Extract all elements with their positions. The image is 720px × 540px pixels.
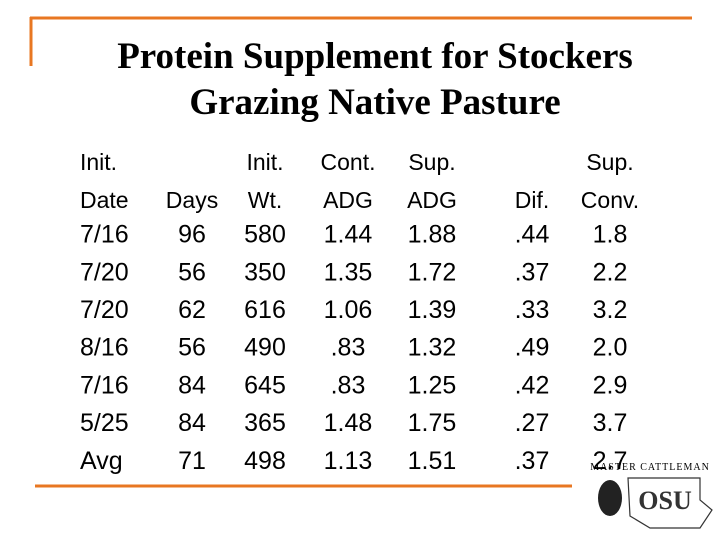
table-cell: .27 xyxy=(515,409,550,437)
table-cell: 1.32 xyxy=(408,334,457,362)
table-cell: .37 xyxy=(515,447,550,475)
table-cell: 84 xyxy=(178,371,206,399)
header-cell: Cont. xyxy=(321,149,376,175)
table-cell: Avg xyxy=(80,447,123,475)
table-cell: 498 xyxy=(244,447,286,475)
header-cell: Dif. xyxy=(515,187,550,213)
table-cell: 84 xyxy=(178,409,206,437)
header-cell: Init. xyxy=(80,149,117,175)
table-cell: 7/16 xyxy=(80,221,129,249)
table-cell: 616 xyxy=(244,296,286,324)
header-cell: Sup. xyxy=(408,149,455,175)
table-cell: 7/20 xyxy=(80,296,129,324)
table-cell: 3.7 xyxy=(593,409,628,437)
table-cell: 1.75 xyxy=(408,409,457,437)
table-cell: 7/16 xyxy=(80,371,129,399)
table-cell: 1.39 xyxy=(408,296,457,324)
table-cell: 56 xyxy=(178,334,206,362)
table-cell: 1.06 xyxy=(324,296,373,324)
header-cell: Wt. xyxy=(248,187,283,213)
table-cell: 580 xyxy=(244,221,286,249)
table-cell: 56 xyxy=(178,258,206,286)
table-cell: 2.2 xyxy=(593,258,628,286)
table-cell: 350 xyxy=(244,258,286,286)
table-cell: 5/25 xyxy=(80,409,129,437)
table-cell: 2.0 xyxy=(593,334,628,362)
table-cell: 1.8 xyxy=(593,221,628,249)
title-line: Protein Supplement for Stockers xyxy=(117,36,633,77)
table-cell: 1.48 xyxy=(324,409,373,437)
table-cell: .37 xyxy=(515,258,550,286)
logo-mark: OSU xyxy=(638,486,692,515)
header-cell: ADG xyxy=(407,187,457,213)
table-cell: 1.88 xyxy=(408,221,457,249)
header-cell: Days xyxy=(166,187,218,213)
table-cell: 1.35 xyxy=(324,258,373,286)
table-cell: .83 xyxy=(331,334,366,362)
table: Init. Date Days Init. Wt. Cont. ADG Sup. ADG Dif.… xyxy=(80,149,639,475)
logo-tagline: Master Cattleman xyxy=(590,462,710,473)
header-cell: Init. xyxy=(246,149,283,175)
header-cell: Date xyxy=(80,187,129,213)
table-cell: 1.72 xyxy=(408,258,457,286)
header-cell: ADG xyxy=(323,187,373,213)
table-cell: 62 xyxy=(178,296,206,324)
table-cell: 1.44 xyxy=(324,221,373,249)
table-cell: 96 xyxy=(178,221,206,249)
header-cell: Conv. xyxy=(581,187,639,213)
table-cell: 7/20 xyxy=(80,258,129,286)
title-line: Grazing Native Pasture xyxy=(189,82,560,123)
logo: Master Cattleman OSU xyxy=(590,462,713,529)
table-cell: .33 xyxy=(515,296,550,324)
logo-outline xyxy=(627,477,713,529)
table-cell: 8/16 xyxy=(80,334,129,362)
table-cell: 365 xyxy=(244,409,286,437)
table-cell: 3.2 xyxy=(593,296,628,324)
table-cell: 2.9 xyxy=(593,371,628,399)
table-cell: .44 xyxy=(515,221,550,249)
table-cell: 1.51 xyxy=(408,447,457,475)
logo-figure xyxy=(598,480,622,516)
table-cell: 1.13 xyxy=(324,447,373,475)
table-cell: .49 xyxy=(515,334,550,362)
table-cell: 2.7 xyxy=(593,447,628,475)
header-cell: Sup. xyxy=(586,149,633,175)
table-cell: .42 xyxy=(515,371,550,399)
table-cell: 490 xyxy=(244,334,286,362)
table-cell: 645 xyxy=(244,371,286,399)
table-cell: .83 xyxy=(331,371,366,399)
table-cell: 71 xyxy=(178,447,206,475)
table-cell: 1.25 xyxy=(408,371,457,399)
